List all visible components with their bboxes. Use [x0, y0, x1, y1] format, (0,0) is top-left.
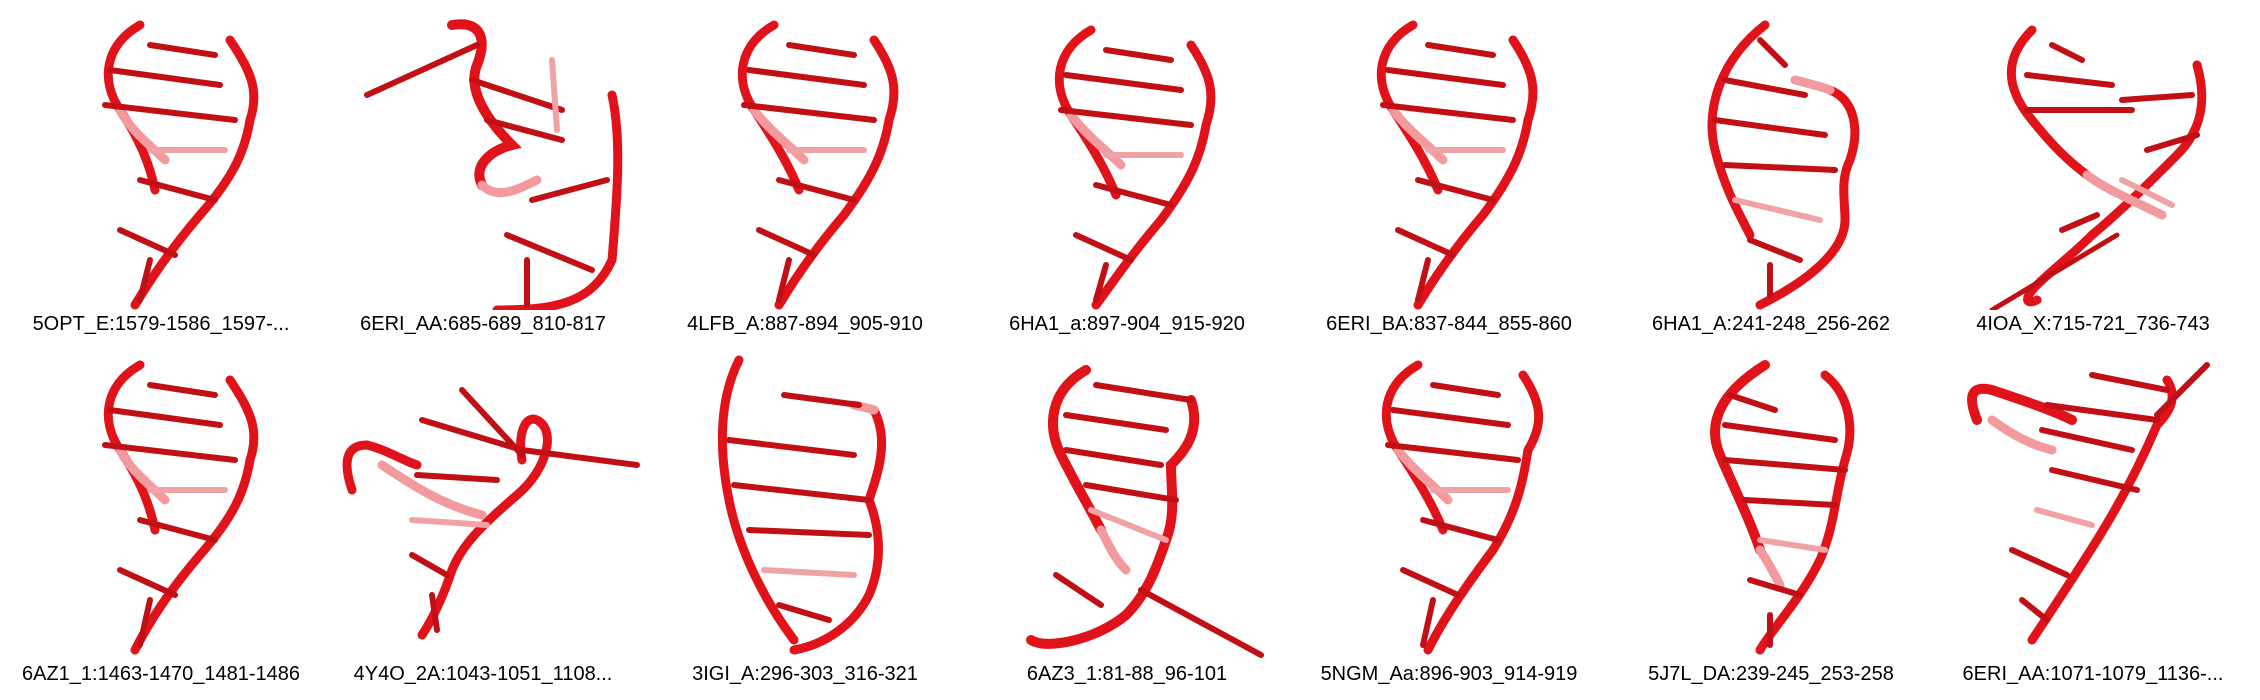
structure-label: 6ERI_BA:837-844_855-860 — [1326, 313, 1572, 335]
structure-panel: 6AZ3_1:81-88_96-101 — [966, 350, 1288, 690]
structure-panel: 6HA1_a:897-904_915-920 — [966, 0, 1288, 340]
structure-label: 4IOA_X:715-721_736-743 — [1976, 313, 2210, 335]
structure-panel: 6AZ1_1:1463-1470_1481-1486 — [0, 350, 322, 690]
rna-3d-structure-image — [1376, 20, 1538, 310]
rna-3d-structure-image — [1710, 360, 1855, 655]
rna-3d-structure-image — [342, 387, 640, 640]
structure-label: 6AZ1_1:1463-1470_1481-1486 — [21, 663, 301, 685]
structure-label: 6HA1_A:241-248_256-262 — [1652, 313, 1890, 335]
structure-panel: 6ERI_AA:1071-1079_1136-... — [1932, 350, 2254, 690]
structure-panel: 5NGM_Aa:896-903_914-919 — [1288, 350, 1610, 690]
structure-panel: 5J7L_DA:239-245_253-258 — [1610, 350, 1932, 690]
rna-3d-structure-image — [1989, 25, 2207, 310]
rna-3d-structure-image — [1054, 25, 1216, 310]
structure-label: 5OPT_E:1579-1586_1597-... — [32, 313, 290, 335]
structure-label: 6HA1_a:897-904_915-920 — [1009, 313, 1245, 335]
rna-3d-structure-image — [364, 19, 623, 310]
rna-3d-structure-image — [1026, 365, 1264, 658]
structure-label: 3IGI_A:296-303_316-321 — [692, 663, 918, 685]
structure-label: 6AZ3_1:81-88_96-101 — [1026, 663, 1228, 685]
structure-panel: 4Y4O_2A:1043-1051_1108... — [322, 350, 644, 690]
rna-3d-structure-image — [1967, 362, 2210, 645]
structure-label: 5NGM_Aa:896-903_914-919 — [1320, 663, 1578, 685]
structure-panel: 4IOA_X:715-721_736-743 — [1932, 0, 2254, 340]
structure-panel: 3IGI_A:296-303_316-321 — [644, 350, 966, 690]
structure-label: 6ERI_AA:685-689_810-817 — [360, 313, 606, 335]
rna-3d-structure-image — [717, 355, 887, 655]
structure-panel: 6ERI_AA:685-689_810-817 — [322, 0, 644, 340]
structure-label: 6ERI_AA:1071-1079_1136-... — [1962, 663, 2224, 685]
rna-3d-structure-image — [1381, 360, 1544, 655]
rna-3d-structure-image — [102, 360, 259, 655]
structure-panel: 5OPT_E:1579-1586_1597-... — [0, 0, 322, 340]
structure-label: 4LFB_A:887-894_905-910 — [687, 313, 923, 335]
structure-panel: 4LFB_A:887-894_905-910 — [644, 0, 966, 340]
rna-3d-structure-image — [1707, 20, 1860, 310]
structure-label: 4Y4O_2A:1043-1051_1108... — [353, 663, 613, 685]
structure-panel: 6HA1_A:241-248_256-262 — [1610, 0, 1932, 340]
structure-label: 5J7L_DA:239-245_253-258 — [1648, 663, 1894, 685]
rna-3d-structure-image — [737, 20, 899, 310]
rna-3d-structure-image — [102, 20, 259, 310]
structure-panel: 6ERI_BA:837-844_855-860 — [1288, 0, 1610, 340]
